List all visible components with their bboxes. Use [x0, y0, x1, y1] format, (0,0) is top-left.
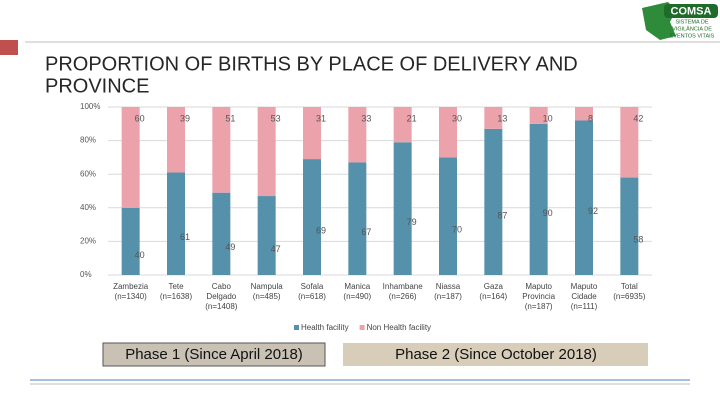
- legend-label: Health facility: [301, 323, 349, 332]
- data-label: 92: [588, 206, 598, 216]
- x-tick-label: Cabo: [212, 282, 232, 291]
- logo-subtitle: EVENTOS VITAIS: [670, 33, 715, 39]
- bar-segment: [303, 159, 321, 275]
- data-label: 67: [361, 227, 371, 237]
- bar-segment: [620, 177, 639, 275]
- data-label: 60: [135, 113, 145, 123]
- data-label: 47: [271, 244, 281, 254]
- bar-segment: [167, 107, 185, 173]
- x-tick-label: Total: [621, 282, 638, 291]
- x-tick-label: (n=1340): [115, 292, 148, 301]
- bar-segment: [575, 120, 593, 275]
- data-label: 31: [316, 113, 326, 123]
- bar-segment: [212, 192, 231, 275]
- data-label: 70: [452, 225, 462, 235]
- data-label: 13: [497, 113, 507, 123]
- bar-segment: [212, 107, 231, 193]
- legend-swatch: [294, 325, 299, 330]
- data-label: 30: [452, 113, 462, 123]
- phase-box: [343, 343, 648, 366]
- data-label: 90: [543, 208, 553, 218]
- data-label: 79: [407, 217, 417, 227]
- legend-label: Non Health facility: [367, 323, 431, 332]
- phase-box: [102, 342, 326, 367]
- bar-segment: [439, 107, 457, 158]
- x-tick-label: Maputo: [571, 282, 598, 291]
- bar-segment: [121, 207, 140, 275]
- x-tick-label: (n=187): [434, 292, 462, 301]
- x-tick-label: Cidade: [571, 292, 597, 301]
- bar-segment: [348, 162, 367, 275]
- bar-segment: [484, 107, 503, 129]
- x-tick-label: Gaza: [484, 282, 504, 291]
- x-tick-label: (n=485): [253, 292, 281, 301]
- data-label: 69: [316, 225, 326, 235]
- logo-subtitle: VIGILÂNCIA DE: [672, 25, 712, 32]
- data-label: 39: [180, 113, 190, 123]
- data-label: 49: [225, 242, 235, 252]
- bar-segment: [257, 107, 276, 197]
- data-label: 42: [633, 113, 643, 123]
- chart-title: PROVINCE: [45, 75, 149, 97]
- x-tick-label: Zambezia: [113, 282, 149, 291]
- accent-square: [0, 40, 18, 55]
- data-label: 40: [135, 250, 145, 260]
- bar-segment: [575, 107, 593, 121]
- x-tick-label: (n=490): [343, 292, 371, 301]
- x-tick-label: (n=618): [298, 292, 326, 301]
- legend-swatch: [359, 325, 365, 330]
- x-tick-label: (n=1638): [160, 292, 193, 301]
- bar-segment: [257, 196, 276, 275]
- bar-segment: [393, 142, 412, 275]
- bar-segment: [620, 107, 639, 178]
- x-tick-label: (n=187): [525, 302, 553, 311]
- x-tick-label: (n=266): [389, 292, 417, 301]
- bar-segment: [121, 107, 140, 208]
- x-tick-label: Delgado: [206, 292, 236, 301]
- y-tick-label: 20%: [80, 237, 96, 246]
- y-tick-label: 0%: [80, 270, 92, 279]
- x-tick-label: (n=164): [479, 292, 507, 301]
- x-tick-label: (n=111): [571, 302, 598, 311]
- data-label: 10: [543, 113, 553, 123]
- bar-segment: [303, 107, 321, 160]
- x-tick-label: (n=1408): [205, 302, 238, 311]
- data-label: 53: [271, 113, 281, 123]
- data-label: 21: [407, 113, 417, 123]
- bar-segment: [529, 107, 548, 124]
- data-label: 8: [588, 113, 593, 123]
- x-tick-label: (n=6935): [613, 292, 646, 301]
- x-tick-label: Niassa: [436, 282, 461, 291]
- phase-label: Phase 1 (Since April 2018): [125, 346, 303, 363]
- data-label: 58: [633, 235, 643, 245]
- data-label: 87: [497, 210, 507, 220]
- y-tick-label: 40%: [80, 203, 96, 212]
- phase-label: Phase 2 (Since October 2018): [395, 346, 597, 363]
- logo-subtitle: SISTEMA DE: [675, 19, 708, 25]
- bar-segment: [167, 172, 185, 275]
- y-tick-label: 60%: [80, 169, 96, 178]
- x-tick-label: Sofala: [301, 282, 324, 291]
- x-tick-label: Manica: [344, 282, 370, 291]
- bar-segment: [484, 128, 503, 275]
- y-tick-label: 80%: [80, 136, 96, 145]
- y-tick-label: 100%: [80, 102, 100, 111]
- chart-title: PROPORTION OF BIRTHS BY PLACE OF DELIVER…: [45, 53, 578, 75]
- x-tick-label: Maputo: [525, 282, 552, 291]
- data-label: 51: [225, 113, 235, 123]
- data-label: 33: [361, 113, 371, 123]
- data-label: 61: [180, 232, 190, 242]
- x-tick-label: Inhambane: [383, 282, 424, 291]
- bar-segment: [439, 157, 457, 275]
- bar-segment: [393, 107, 412, 143]
- bar-segment: [348, 107, 367, 163]
- x-tick-label: Provincia: [522, 292, 555, 301]
- x-tick-label: Tete: [168, 282, 184, 291]
- bar-segment: [529, 123, 548, 275]
- logo-text: COMSA: [671, 5, 712, 17]
- logo: COMSA SISTEMA DE VIGILÂNCIA DE EVENTOS V…: [642, 2, 718, 40]
- x-tick-label: Nampula: [251, 282, 284, 291]
